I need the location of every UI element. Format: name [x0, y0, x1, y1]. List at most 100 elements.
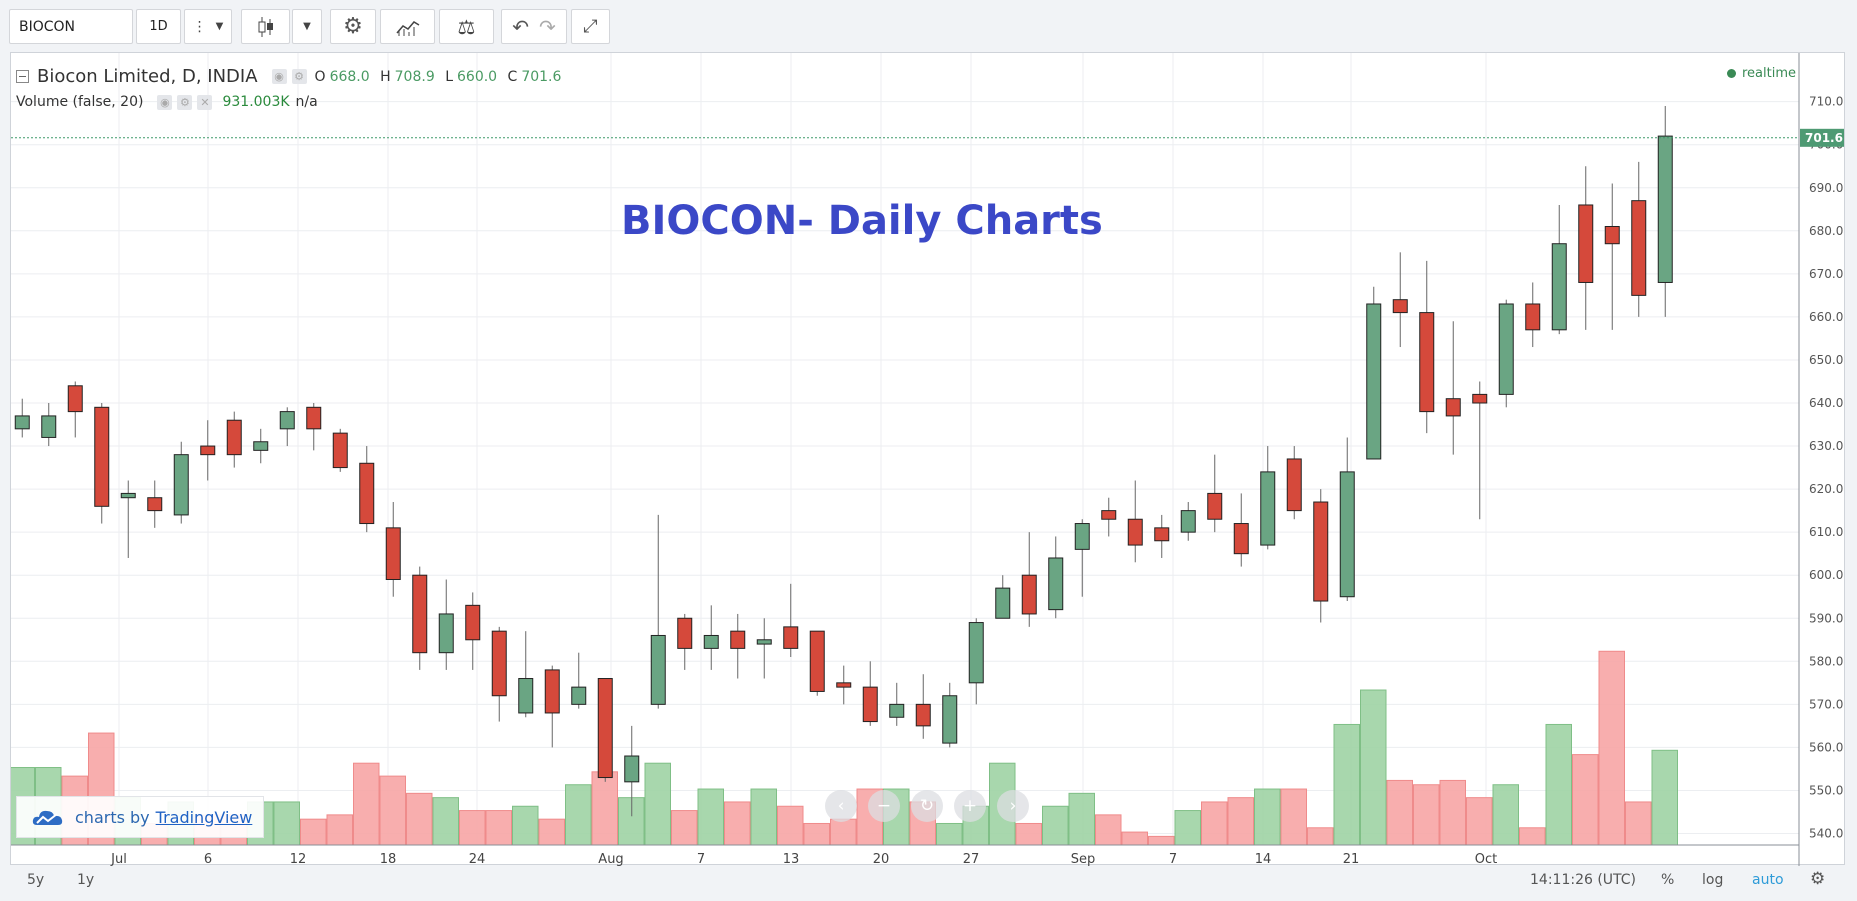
candle-body	[1180, 510, 1196, 533]
time-tick-label: 7	[697, 852, 705, 866]
candle-body	[1339, 471, 1355, 598]
candle	[1578, 166, 1594, 330]
time-tick-label: 24	[469, 852, 486, 866]
candle	[995, 575, 1011, 619]
close-icon[interactable]: ✕	[197, 94, 213, 110]
range-5y-button[interactable]: 5y	[27, 872, 45, 888]
gear-icon[interactable]: ⚙	[177, 94, 193, 110]
auto-button[interactable]: auto	[1752, 872, 1784, 888]
gear-icon[interactable]: ⚙	[291, 69, 307, 84]
candle-body	[41, 415, 57, 438]
percent-button[interactable]: %	[1661, 872, 1675, 888]
symbol-search-input[interactable]: BIOCON	[9, 9, 133, 44]
undo-icon[interactable]: ↶	[512, 14, 529, 39]
candle-body	[1233, 523, 1249, 555]
scale-icon: ⚖	[457, 14, 476, 39]
price-tick-label: 620.0	[1809, 482, 1843, 496]
reset-icon[interactable]: ↻	[911, 790, 943, 822]
candle-body	[1366, 303, 1382, 460]
volume-bar	[459, 810, 486, 846]
candle	[650, 514, 666, 709]
compare-button[interactable]: ⚖	[439, 9, 494, 44]
time-tick-label: 20	[873, 852, 890, 866]
chart-pane[interactable]: 540.0 550.0 560.0 570.0 580.0 590.0 600.0 610.0…	[10, 52, 1846, 866]
chart-type-button[interactable]	[241, 9, 290, 44]
volume-bar	[1572, 754, 1599, 846]
scroll-right-icon[interactable]: ›	[997, 790, 1029, 822]
candle-body	[809, 630, 825, 692]
volume-bar	[1519, 827, 1546, 846]
tradingview-link[interactable]: TradingView	[155, 807, 253, 827]
volume-bar	[406, 792, 433, 846]
resolution-button[interactable]: 1D	[136, 9, 181, 44]
candle-body	[1048, 557, 1064, 611]
redo-icon[interactable]: ↷	[539, 14, 556, 39]
candle	[1048, 536, 1064, 619]
high-value: 708.9	[394, 68, 435, 85]
volume-bar	[512, 805, 539, 846]
volume-bar	[750, 788, 777, 846]
candle	[1339, 437, 1355, 602]
ohlc-values: O 668.0 H 708.9 L 660.0 C 701.6	[315, 69, 568, 85]
range-1y-button[interactable]: 1y	[77, 872, 95, 888]
volume-bar	[538, 818, 565, 846]
candle	[1207, 454, 1223, 533]
volume-bar	[565, 784, 592, 846]
volume-bar	[1015, 822, 1042, 846]
volume-bar	[1333, 723, 1360, 846]
volume-bar	[353, 762, 380, 846]
time-tick-label: 7	[1169, 852, 1177, 866]
settings-button[interactable]: ⚙	[330, 9, 376, 44]
resolution-dropdown[interactable]: ⋮ ▼	[184, 9, 232, 44]
branding-prefix: charts by	[75, 807, 150, 827]
candle-body	[1392, 299, 1408, 314]
volume-bar	[644, 762, 671, 846]
low-value: 660.0	[457, 68, 498, 85]
price-tick-label: 680.0	[1809, 224, 1843, 238]
candle-body	[677, 617, 693, 649]
indicators-button[interactable]	[380, 9, 435, 44]
time-tick-label: Oct	[1475, 852, 1497, 866]
candle-body	[1127, 518, 1143, 546]
candle	[332, 428, 348, 472]
candle	[677, 613, 693, 670]
candle	[1472, 381, 1488, 520]
candle-body	[1074, 523, 1090, 550]
candle-body	[1657, 135, 1673, 283]
price-chart[interactable]: 540.0 550.0 560.0 570.0 580.0 590.0 600.0 610.0…	[11, 53, 1846, 866]
time-tick-label: 6	[204, 852, 212, 866]
candle	[1154, 514, 1170, 558]
fullscreen-button[interactable]: ⤢	[571, 9, 610, 44]
candle	[412, 566, 428, 670]
volume-bar	[1227, 797, 1254, 846]
zoom-out-icon[interactable]: −	[868, 790, 900, 822]
volume-bar	[936, 822, 963, 846]
candle-body	[1498, 303, 1514, 395]
grid	[11, 53, 1799, 845]
candle-body	[1631, 200, 1647, 296]
candle	[67, 381, 83, 438]
candlestick-icon	[258, 16, 273, 37]
time-tick-label: 14	[1255, 852, 1272, 866]
scroll-left-icon[interactable]: ‹	[825, 790, 857, 822]
fullscreen-icon: ⤢	[583, 16, 598, 37]
open-label: O	[314, 68, 326, 85]
candle	[862, 661, 878, 726]
candle-body	[226, 419, 242, 456]
eye-icon[interactable]: ◉	[271, 69, 287, 84]
candle-body	[1578, 204, 1594, 283]
log-button[interactable]: log	[1702, 872, 1724, 888]
candle	[1313, 489, 1329, 623]
chart-type-dropdown[interactable]: ▼	[292, 9, 322, 44]
collapse-icon[interactable]	[16, 70, 29, 83]
bottom-toolbar: 5y 1y 14:11:26 (UTC) % log auto ⚙	[10, 867, 1845, 895]
tradingview-branding[interactable]: charts by TradingView	[16, 796, 264, 838]
volume-bar	[1068, 792, 1095, 846]
gear-icon[interactable]: ⚙	[1810, 869, 1826, 889]
eye-icon[interactable]: ◉	[157, 94, 173, 110]
time-tick-label: 27	[963, 852, 980, 866]
price-tick-label: 670.0	[1809, 267, 1843, 281]
price-tick-label: 580.0	[1809, 654, 1843, 668]
volume-bar	[1651, 749, 1678, 846]
zoom-in-icon[interactable]: +	[954, 790, 986, 822]
